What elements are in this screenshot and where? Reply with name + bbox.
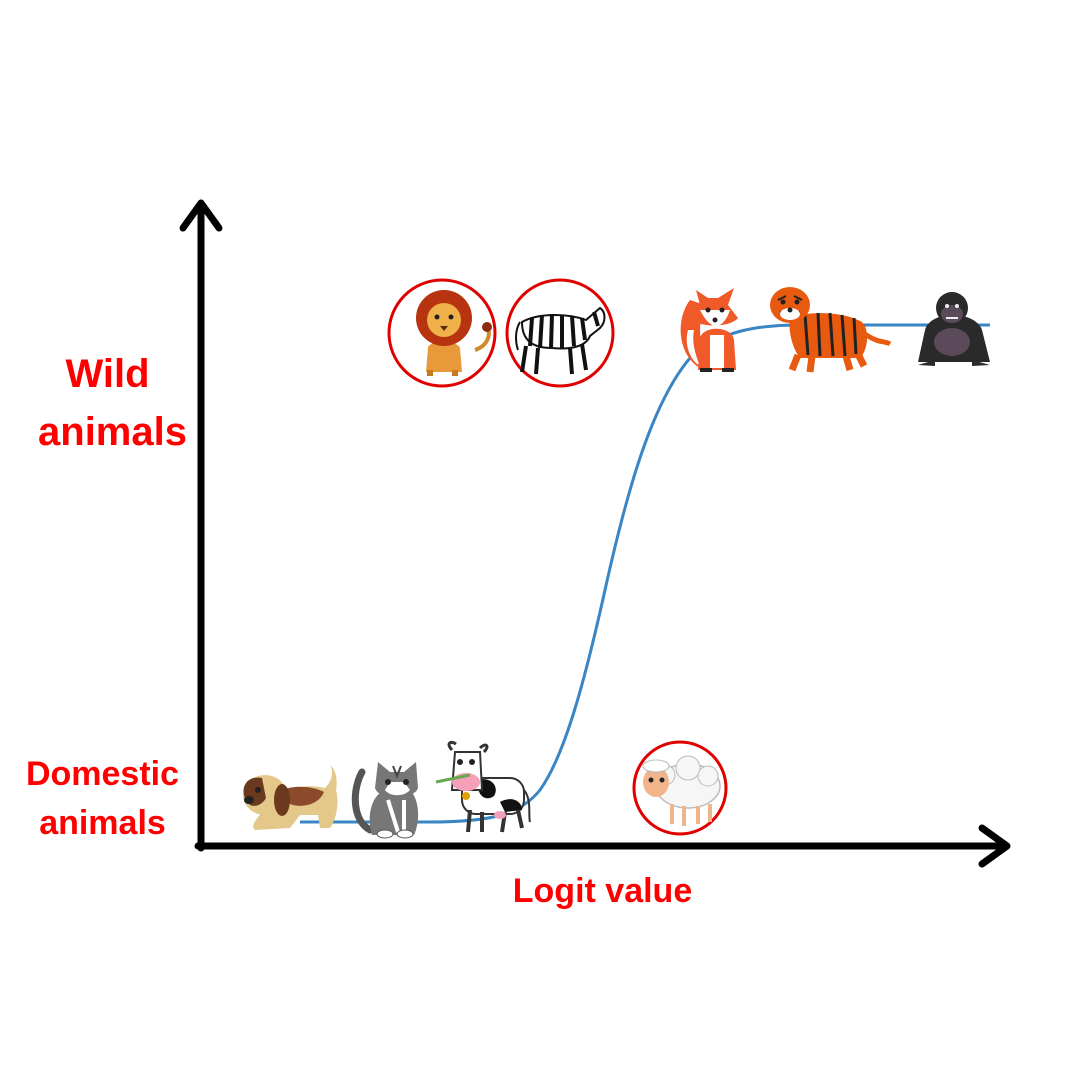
dog-icon xyxy=(243,765,338,830)
y-axis-top-label-line2: animals xyxy=(38,410,187,454)
lion-icon xyxy=(387,278,497,388)
x-axis xyxy=(194,824,1011,868)
y-axis xyxy=(179,199,223,852)
fox-icon xyxy=(680,288,738,372)
cow-icon xyxy=(435,740,531,833)
x-axis-label: Logit value xyxy=(512,872,693,910)
tiger-icon xyxy=(770,287,892,373)
zebra-icon xyxy=(505,278,615,388)
sheep-icon xyxy=(632,740,728,836)
gorilla-icon xyxy=(918,292,990,366)
cat-icon xyxy=(351,762,419,839)
sigmoid-curve xyxy=(300,323,990,824)
x-axis-arrow-icon xyxy=(978,824,1011,868)
y-axis-top-label-line1: Wild xyxy=(65,352,150,396)
y-axis-bottom-label-line2: animals xyxy=(39,804,166,842)
y-axis-arrow-icon xyxy=(179,199,223,232)
y-axis-bottom-label-line1: Domestic xyxy=(25,755,180,793)
